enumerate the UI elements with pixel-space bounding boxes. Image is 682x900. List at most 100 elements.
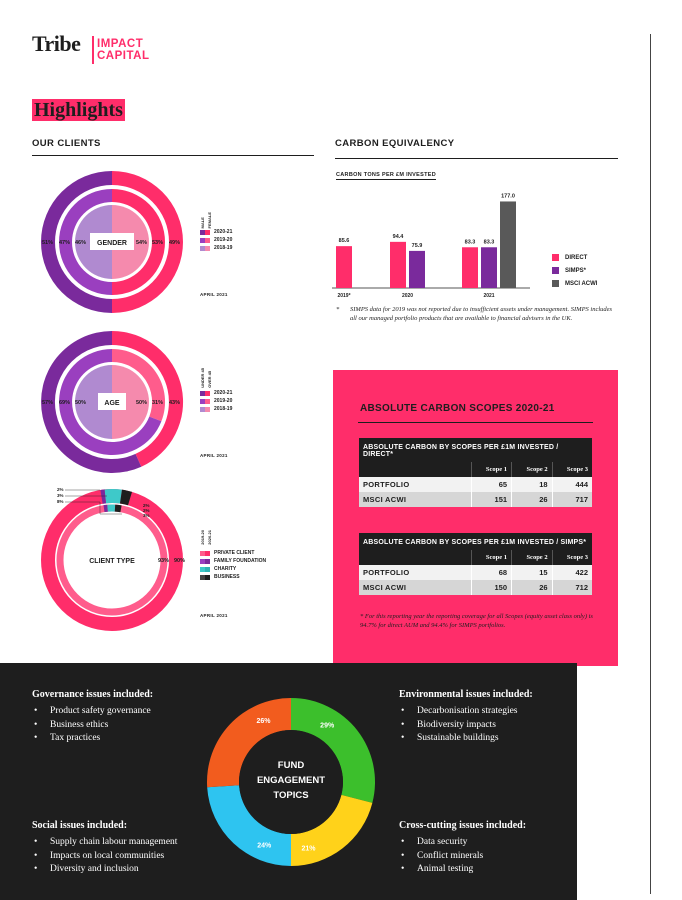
age-legend-item: 2018-19 [200,405,232,413]
client-type-legend-header-2: 2020-21 [207,530,212,545]
engagement-segment-label-2: 21% [301,846,316,853]
client-type-donut-chart: CLIENT TYPE 93% 90% 2% 3% 8% 2% 2% 3% [41,487,185,631]
age-mid-right [112,349,166,422]
scopes-col-header: Scope 1 [470,462,512,477]
social-list: Supply chain labour management Impacts o… [32,836,177,877]
client-type-legend-item: BUSINESS [200,573,266,581]
carbon-bar-1-2 [390,241,406,288]
engagement-segment-label-3: 24% [257,843,272,850]
gender-legend-headers: MALE FEMALE [200,212,212,228]
age-left-value-1: 57% [42,400,53,406]
carbon-bar-2-3 [481,247,497,288]
age-inner-left [75,365,112,439]
logo-line-2: CAPITAL [97,50,150,62]
client-type-callout-5: 2% [143,508,150,513]
scopes-table-simps-caption: ABSOLUTE CARBON BY SCOPES PER £1M INVEST… [359,533,592,550]
scopes-col-header: Scope 2 [511,550,553,565]
scopes-col-header: Scope 3 [551,550,592,565]
age-right-value-2: 31% [152,400,163,406]
carbon-heading: CARBON EQUIVALENCY [335,138,455,149]
crosscutting-list: Data security Conflict minerals Animal t… [399,836,483,877]
table-row: MSCI ACWI 150 26 712 [359,580,592,595]
client-type-callout-4: 2% [143,503,150,508]
carbon-note: SIMPS data for 2019 was not reported due… [350,306,613,322]
client-type-callout-2: 3% [57,493,64,498]
carbon-bar-label-2-2: 75.9 [412,243,423,249]
engagement-segment-2 [291,794,373,866]
list-item: Tax practices [32,732,151,746]
table-row: PORTFOLIO 68 15 422 [359,565,592,580]
age-legend-header-under45: UNDER 45 [200,368,205,388]
age-outer-left [41,331,142,473]
carbon-bar-label-1-3: 83.3 [465,239,476,245]
social-title: Social issues included: [32,820,128,831]
gender-mid-right [112,189,165,295]
carbon-bar-2-2 [409,250,425,288]
engagement-title-line-1: FUND [278,760,305,771]
logo-impact-capital: IMPACT CAPITAL [97,38,149,62]
carbon-bar-label-2-3: 83.3 [484,239,495,245]
age-donut-chart: AGE 57% 69% 50% 50% 31% 43% [41,330,184,473]
scopes-table-direct-caption: ABSOLUTE CARBON BY SCOPES PER £1M INVEST… [359,438,592,462]
engagement-segment-3 [207,785,291,866]
gender-right-value-3: 49% [169,240,180,246]
list-item: Supply chain labour management [32,836,177,850]
client-type-legend-item: FAMILY FOUNDATION [200,557,266,565]
governance-title: Governance issues included: [32,689,154,700]
gender-center-label: GENDER [97,240,127,247]
age-center-label: AGE [104,400,120,407]
client-type-legend-headers: 2019-20 2020-21 [200,530,212,545]
carbon-category-label-3: 2021 [483,293,494,299]
gender-legend-header-female: FEMALE [207,212,212,229]
carbon-bar-1-3 [462,247,478,288]
list-item: Sustainable buildings [399,732,518,746]
engagement-segment-1 [291,698,375,803]
client-type-legend-item: PRIVATE CLIENT [200,549,266,557]
list-item: Data security [399,836,483,850]
carbon-legend-msci: MSCI ACWI [552,277,597,290]
list-item: Biodiversity impacts [399,719,518,733]
engagement-segment-4 [207,698,291,788]
carbon-category-label-2: 2020 [402,293,413,299]
engagement-donut-chart: 29% 21% 24% 26% FUND ENGAGEMENT TOPICS [207,698,375,866]
client-type-legend-header-1: 2019-20 [200,530,205,545]
gender-left-value-2: 47% [59,240,70,246]
age-outer-right [112,330,184,467]
logo-divider [92,36,94,64]
governance-list: Product safety governance Business ethic… [32,705,151,746]
scopes-note: * For this reporting year the reporting … [360,613,593,629]
list-item: Conflict minerals [399,850,483,864]
client-type-center-label: CLIENT TYPE [89,558,135,565]
client-type-callout-3: 8% [57,499,64,504]
page-right-rule [650,34,651,894]
carbon-heading-rule [335,158,618,159]
carbon-bar-1-1 [336,246,352,288]
age-legend-header-over45: OVER 45 [207,370,212,388]
carbon-bar-3-3 [500,201,516,288]
carbon-legend: DIRECT SIMPS* MSCI ACWI [552,251,597,290]
age-inner-right [112,365,149,439]
carbon-legend-simps: SIMPS* [552,264,597,277]
client-type-date: APRIL 2021 [200,613,228,618]
scopes-table-direct: ABSOLUTE CARBON BY SCOPES PER £1M INVEST… [359,438,592,507]
scopes-title-rule [358,422,593,423]
age-legend-item: 2020-21 [200,389,232,397]
carbon-subheading: CARBON TONS PER £M INVESTED [336,172,436,180]
client-type-callout-6: 3% [143,513,150,518]
carbon-bar-label-1-1: 85.6 [339,238,350,244]
gender-legend-item: 2020-21 [200,228,232,236]
gender-right-value-1: 54% [136,240,147,246]
scopes-title: ABSOLUTE CARBON SCOPES 2020-21 [360,403,555,414]
scopes-col-header: Scope 3 [551,462,592,477]
table-row: MSCI ACWI 151 26 717 [359,492,592,507]
gender-legend-item: 2019-20 [200,236,232,244]
engagement-donut-hole [239,730,343,834]
age-left-value-3: 50% [75,400,86,406]
carbon-bar-label-1-2: 94.4 [393,234,405,240]
scopes-col-header: Scope 1 [470,550,512,565]
gender-legend: 2020-21 2019-20 2018-19 [200,228,232,252]
client-type-callout-1: 2% [57,487,64,492]
client-type-value-inner: 93% [158,558,169,564]
gender-legend-header-male: MALE [200,217,205,229]
age-right-value-1: 50% [136,400,147,406]
